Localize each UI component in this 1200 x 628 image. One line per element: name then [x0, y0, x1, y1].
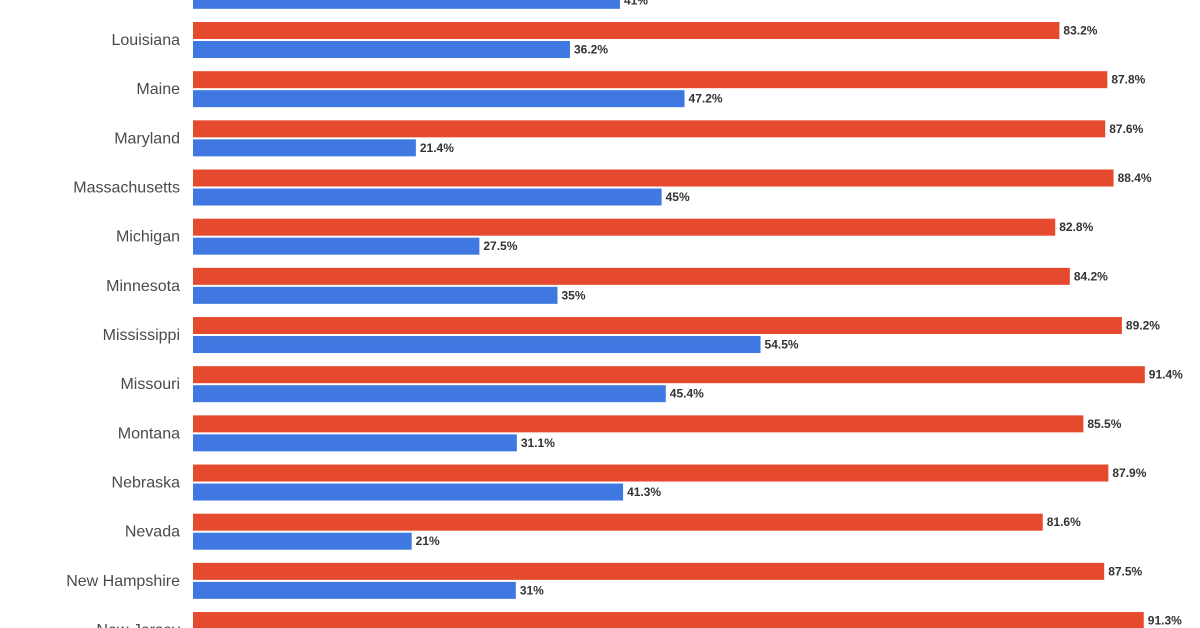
- category-label: New Jersey: [96, 622, 180, 628]
- value-label: 87.6%: [1109, 122, 1143, 136]
- bar-red: [193, 317, 1122, 335]
- value-label: 47.2%: [689, 92, 723, 106]
- bar-blue: [193, 286, 558, 304]
- category-label: Maine: [136, 81, 180, 98]
- bar-blue: [193, 336, 761, 354]
- bar-red: [193, 562, 1105, 580]
- category-label: Montana: [118, 425, 180, 442]
- bar-blue: [193, 434, 517, 452]
- bar-red: [193, 22, 1060, 39]
- value-label: 21%: [416, 534, 440, 548]
- value-label: 88.4%: [1118, 171, 1152, 185]
- bar-blue: [193, 483, 624, 501]
- bar-blue: [193, 532, 412, 550]
- value-label: 41.3%: [627, 485, 661, 499]
- value-label: 87.8%: [1111, 73, 1145, 87]
- value-label: 41%: [624, 0, 648, 7]
- value-label: 87.5%: [1108, 564, 1142, 578]
- category-label: Minnesota: [106, 278, 180, 295]
- category-label: Nevada: [125, 524, 180, 541]
- bar-blue: [193, 385, 666, 403]
- value-label: 91.4%: [1149, 368, 1183, 382]
- bar-blue: [193, 188, 662, 206]
- bar-blue: [193, 237, 480, 255]
- value-label: 27.5%: [483, 239, 517, 253]
- category-label: Nebraska: [112, 475, 181, 492]
- bar-red: [193, 513, 1043, 531]
- value-label: 21.4%: [420, 141, 454, 155]
- category-label: Louisiana: [112, 32, 181, 49]
- bar-blue: [193, 90, 685, 108]
- category-label: Massachusetts: [73, 180, 180, 197]
- bar-blue: [193, 139, 416, 157]
- bar-blue: [193, 41, 570, 58]
- value-label: 91.3%: [1148, 614, 1182, 628]
- value-label: 45%: [666, 190, 690, 204]
- bar-red: [193, 464, 1109, 482]
- value-label: 83.2%: [1063, 24, 1097, 38]
- bar-red: [193, 415, 1084, 433]
- category-label: Michigan: [116, 229, 180, 246]
- value-label: 82.8%: [1059, 220, 1093, 234]
- category-label: Missouri: [120, 376, 180, 393]
- category-label: Maryland: [114, 130, 180, 147]
- value-label: 54.5%: [765, 338, 799, 352]
- value-label: 81.6%: [1047, 515, 1081, 529]
- category-label: Mississippi: [103, 327, 180, 344]
- bar-red: [193, 120, 1106, 138]
- value-label: 85.5%: [1087, 417, 1121, 431]
- value-label: 31%: [520, 583, 544, 597]
- value-label: 35%: [561, 288, 585, 302]
- value-label: 87.9%: [1112, 466, 1146, 480]
- bar-red: [193, 169, 1114, 187]
- value-label: 89.2%: [1126, 319, 1160, 333]
- bar-blue: [193, 0, 620, 9]
- value-label: 31.1%: [521, 436, 555, 450]
- bar-red: [193, 267, 1070, 285]
- bar-red: [193, 218, 1056, 236]
- bar-blue: [193, 581, 516, 599]
- value-label: 45.4%: [670, 387, 704, 401]
- category-label: New Hampshire: [66, 573, 180, 590]
- value-label: 36.2%: [574, 43, 608, 57]
- bar-red: [193, 71, 1108, 89]
- bar-red: [193, 366, 1145, 384]
- bar-red: [193, 612, 1144, 628]
- value-label: 84.2%: [1074, 269, 1108, 283]
